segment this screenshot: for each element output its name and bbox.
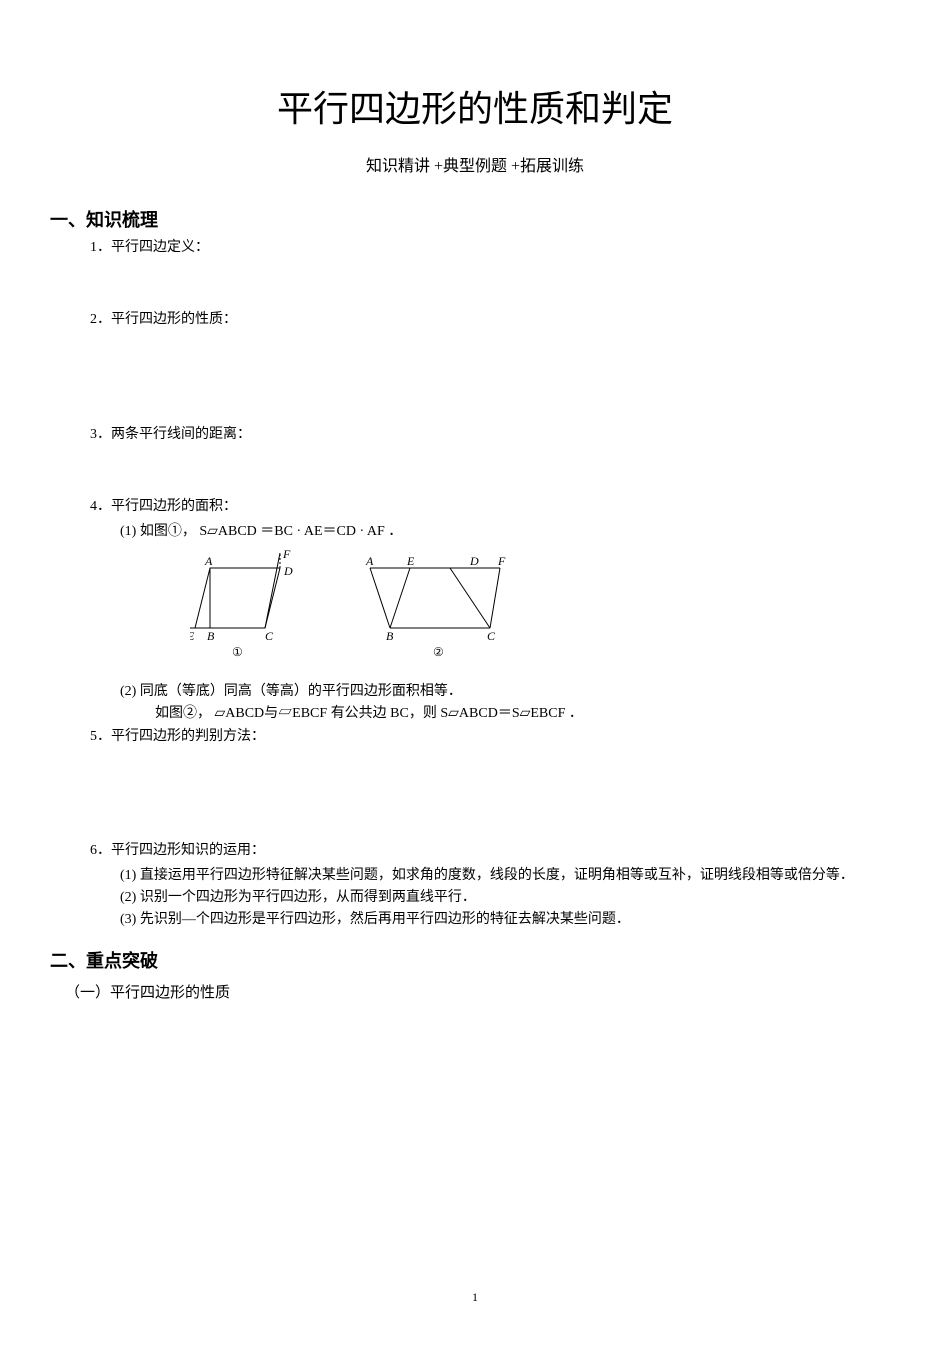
item-4-2b-prefix: 如图②，: [155, 706, 211, 721]
label-D1: D: [283, 564, 293, 578]
item-4: 4．平行四边形的面积：: [90, 496, 900, 518]
item-4-2: (2) 同底（等底）同高（等高）的平行四边形面积相等．: [120, 681, 900, 703]
page-number: 1: [0, 1290, 950, 1305]
section-2-heading: 二、重点突破: [50, 947, 900, 973]
item-1: 1．平行四边定义：: [90, 237, 900, 259]
section-2-sub-1: （一）平行四边形的性质: [65, 981, 900, 1002]
geometry-figure: A D F E B C ① A E D F B C ②: [190, 548, 510, 668]
item-4-2b: 如图②， ▱ABCD与▱EBCF 有公共边 BC，则 S▱ABCD＝S▱EBCF…: [155, 703, 900, 725]
item-4-2b-mid1: ▱ABCD与▱EBCF: [215, 706, 328, 721]
page-subtitle: 知识精讲 +典型例题 +拓展训练: [50, 152, 900, 176]
spacer: [50, 932, 900, 942]
figure-2: A E D F B C ②: [365, 554, 506, 659]
item-2: 2．平行四边形的性质：: [90, 309, 900, 331]
label-circ1: ①: [232, 645, 243, 659]
item-3: 3．两条平行线间的距离：: [90, 424, 900, 446]
line-EB: [390, 568, 410, 628]
label-B2: B: [386, 629, 394, 643]
item-4-1-prefix: (1) 如图①，: [120, 524, 196, 539]
item-4-2b-mid2: 有公共边 BC，则: [331, 706, 437, 721]
item-4-2b-suffix: ．: [569, 706, 583, 721]
line-CF: [265, 553, 280, 628]
section-1-heading: 一、知识梳理: [50, 206, 900, 232]
label-E2: E: [406, 554, 415, 568]
spacer: [50, 448, 900, 496]
item-6-1: (1) 直接运用平行四边形特征解决某些问题，如求角的度数，线段的长度，证明角相等…: [120, 865, 900, 887]
label-C1: C: [265, 629, 274, 643]
label-C2: C: [487, 629, 496, 643]
spacer: [50, 334, 900, 424]
spacer: [50, 261, 900, 309]
label-F2: F: [497, 554, 506, 568]
item-6-2: (2) 识别一个四边形为平行四边形，从而得到两直线平行．: [120, 887, 900, 909]
item-4-2b-formula: S▱ABCD＝S▱EBCF: [440, 706, 565, 721]
figure-1: A D F E B C ①: [190, 548, 293, 659]
figure-container: A D F E B C ① A E D F B C ②: [190, 548, 900, 673]
line-DC: [450, 568, 490, 628]
label-A2: A: [365, 554, 374, 568]
label-D2: D: [469, 554, 479, 568]
label-circ2: ②: [433, 645, 444, 659]
label-A1: A: [204, 554, 213, 568]
label-F1: F: [282, 548, 291, 561]
spacer: [50, 750, 900, 840]
line-AB: [370, 568, 390, 628]
item-4-1-formula: S▱ABCD ＝BC · AE＝CD · AF: [199, 524, 384, 539]
item-6-3: (3) 先识别—个四边形是平行四边形，然后再用平行四边形的特征去解决某些问题．: [120, 909, 900, 931]
item-6: 6．平行四边形知识的运用：: [90, 840, 900, 862]
line-FC: [490, 568, 500, 628]
item-4-1: (1) 如图①， S▱ABCD ＝BC · AE＝CD · AF ．: [120, 521, 900, 543]
item-4-1-suffix: ．: [388, 524, 402, 539]
label-E1: E: [190, 629, 195, 643]
label-B1: B: [207, 629, 215, 643]
item-5: 5．平行四边形的判别方法：: [90, 726, 900, 748]
page-title: 平行四边形的性质和判定: [50, 80, 900, 132]
